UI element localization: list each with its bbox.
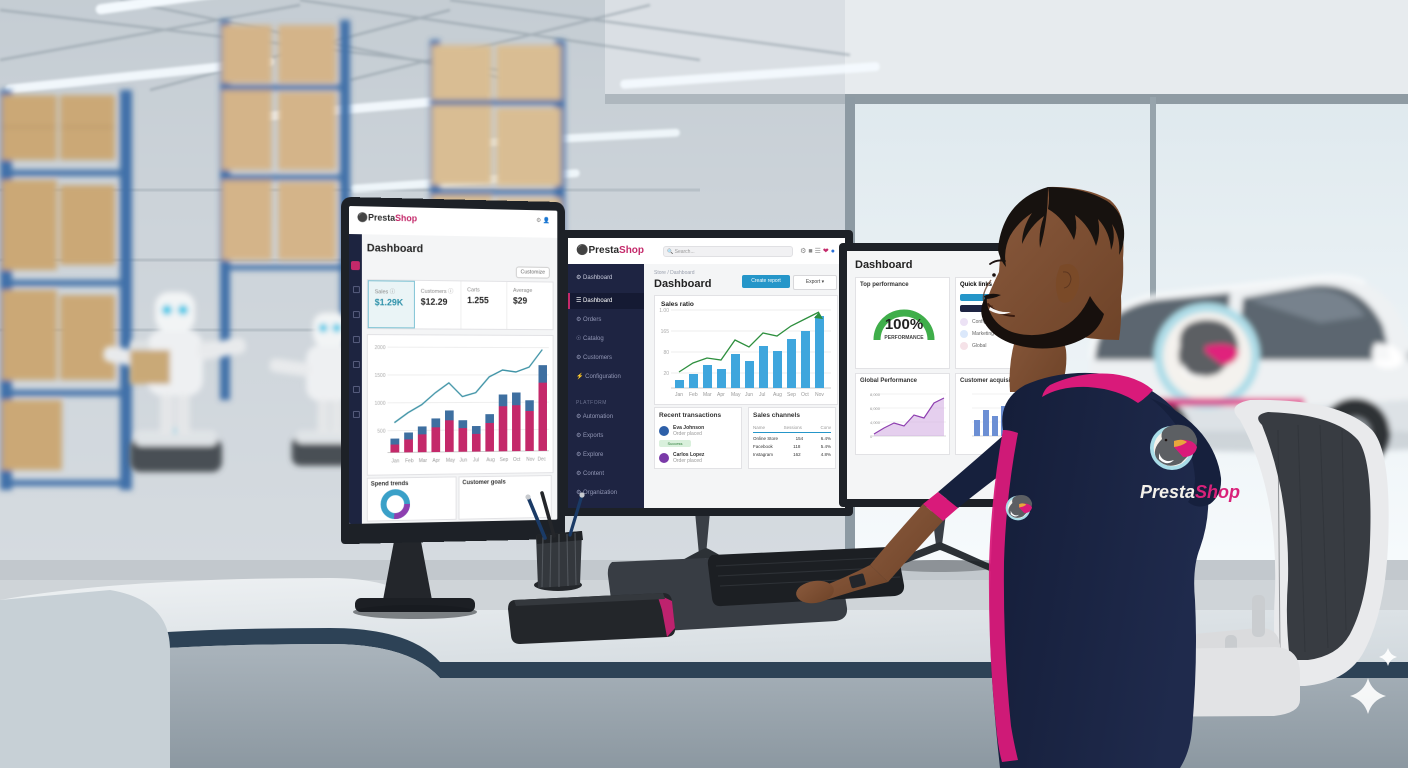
svg-text:PrestaShop: PrestaShop <box>1140 482 1240 502</box>
